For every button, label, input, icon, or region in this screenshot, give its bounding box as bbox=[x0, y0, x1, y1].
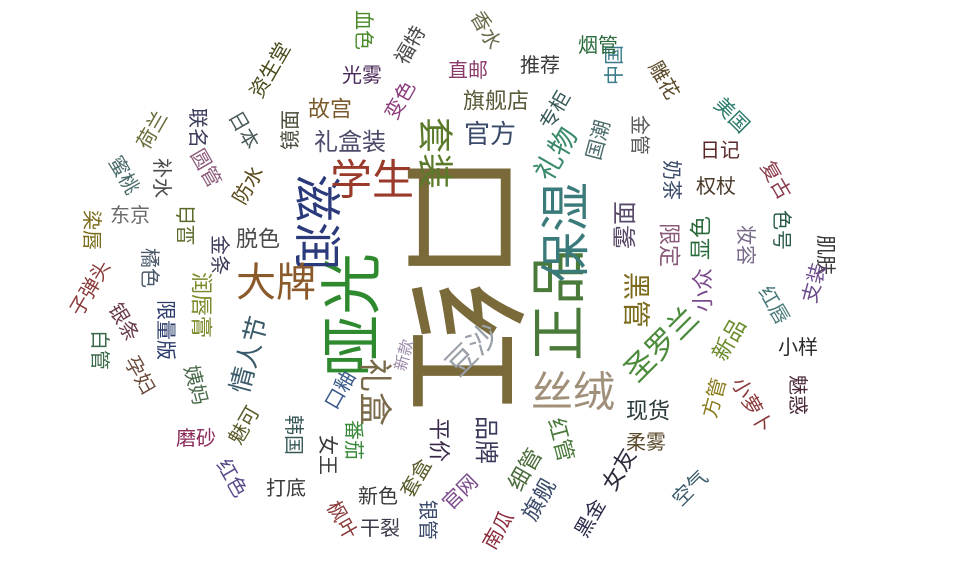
word-90: 荷兰 bbox=[132, 107, 173, 154]
word-45: 烟管 bbox=[578, 33, 618, 57]
word-22: 故宫 bbox=[308, 98, 352, 123]
word-33: 方管 bbox=[697, 376, 731, 421]
word-86: 东京 bbox=[110, 203, 150, 227]
word-81: 金条 bbox=[208, 235, 232, 275]
word-2: 正品 bbox=[528, 249, 593, 361]
word-80: 显白 bbox=[174, 205, 198, 245]
word-9: 礼盒 bbox=[354, 358, 394, 426]
word-39: 权杖 bbox=[696, 174, 736, 198]
word-49: 色号 bbox=[770, 210, 794, 250]
word-57: 南瓜 bbox=[478, 507, 519, 554]
word-8: 套装 bbox=[414, 117, 455, 189]
word-67: 打底 bbox=[266, 476, 306, 500]
word-92: 光雾 bbox=[342, 63, 382, 87]
word-59: 银管 bbox=[416, 500, 440, 540]
word-44: 国潮 bbox=[581, 118, 615, 163]
word-54: 小萝卜 bbox=[727, 373, 778, 437]
word-14: 情人节 bbox=[225, 313, 274, 396]
word-73: 限量版 bbox=[154, 300, 178, 360]
word-27: 平价 bbox=[426, 418, 451, 462]
word-43: 中国 bbox=[602, 45, 626, 85]
word-41: 奶茶 bbox=[660, 160, 684, 200]
word-93: 血色 bbox=[352, 10, 376, 50]
word-76: 镜面 bbox=[278, 110, 302, 150]
word-16: 礼盒装 bbox=[314, 128, 386, 156]
word-7: 大牌 bbox=[236, 260, 316, 306]
word-69: 魅可 bbox=[224, 402, 265, 449]
word-26: 现货 bbox=[626, 400, 670, 425]
word-47: 美国 bbox=[709, 92, 754, 137]
word-17: 品牌 bbox=[472, 416, 500, 464]
word-91: 联名 bbox=[186, 108, 210, 148]
word-78: 资生堂 bbox=[245, 38, 296, 102]
word-71: 磨砂 bbox=[176, 426, 216, 450]
word-87: 蜜桃 bbox=[104, 152, 145, 199]
word-19: 雾面 bbox=[611, 201, 639, 249]
word-50: 妆容 bbox=[734, 225, 758, 265]
word-48: 复古 bbox=[756, 157, 797, 204]
word-70: 红色 bbox=[212, 455, 253, 502]
word-77: 日本 bbox=[224, 107, 265, 154]
word-24: 专柜 bbox=[535, 87, 576, 134]
word-51: 肌肤 bbox=[814, 235, 838, 275]
word-32: 柔雾 bbox=[626, 430, 666, 454]
word-63: 枫叶 bbox=[322, 497, 363, 544]
word-5: 学生 bbox=[330, 156, 414, 205]
word-72: 姨妈 bbox=[179, 363, 213, 408]
word-15: 官方 bbox=[464, 120, 516, 150]
word-0: 口红 bbox=[384, 152, 536, 412]
word-95: 直邮 bbox=[448, 58, 488, 82]
word-82: 橘色 bbox=[138, 248, 162, 288]
word-37: 小众 bbox=[692, 268, 717, 312]
word-96: 推荐 bbox=[520, 53, 560, 77]
word-64: 番茄 bbox=[342, 420, 366, 460]
word-21: 脱色 bbox=[236, 228, 280, 253]
word-6: 丝绒 bbox=[531, 368, 615, 417]
word-88: 补水 bbox=[150, 158, 174, 198]
word-89: 圆管 bbox=[186, 145, 227, 192]
word-97: 香水 bbox=[466, 7, 507, 54]
word-53: 支装 bbox=[797, 261, 831, 306]
word-94: 福特 bbox=[390, 22, 431, 69]
word-4: 滋润 bbox=[288, 174, 344, 270]
word-25: 润唇膏 bbox=[188, 272, 213, 338]
word-13: 黑管 bbox=[620, 272, 653, 328]
word-65: 女王 bbox=[316, 435, 340, 475]
word-35: 小样 bbox=[778, 335, 818, 359]
word-34: 魅惑 bbox=[786, 375, 810, 415]
word-55: 空气 bbox=[667, 465, 712, 510]
word-20: 限定 bbox=[656, 223, 681, 267]
word-56: 黑金 bbox=[570, 495, 611, 542]
word-46: 雕花 bbox=[644, 57, 685, 104]
word-18: 旗舰店 bbox=[463, 90, 529, 115]
word-38: 显色 bbox=[690, 216, 715, 260]
word-42: 金管 bbox=[628, 115, 652, 155]
word-62: 干裂 bbox=[360, 516, 400, 540]
word-66: 韩国 bbox=[282, 415, 306, 455]
word-75: 白管 bbox=[88, 330, 112, 370]
word-52: 红唇 bbox=[754, 282, 795, 329]
word-85: 染唇 bbox=[80, 210, 104, 250]
word-61: 新色 bbox=[358, 484, 398, 508]
word-40: 日记 bbox=[700, 138, 740, 162]
word-58: 官网 bbox=[437, 469, 482, 514]
word-3: 保湿 bbox=[537, 182, 595, 282]
word-1: 哑光 bbox=[316, 253, 389, 377]
word-36: 新品 bbox=[708, 315, 752, 366]
word-79: 防水 bbox=[228, 162, 269, 209]
